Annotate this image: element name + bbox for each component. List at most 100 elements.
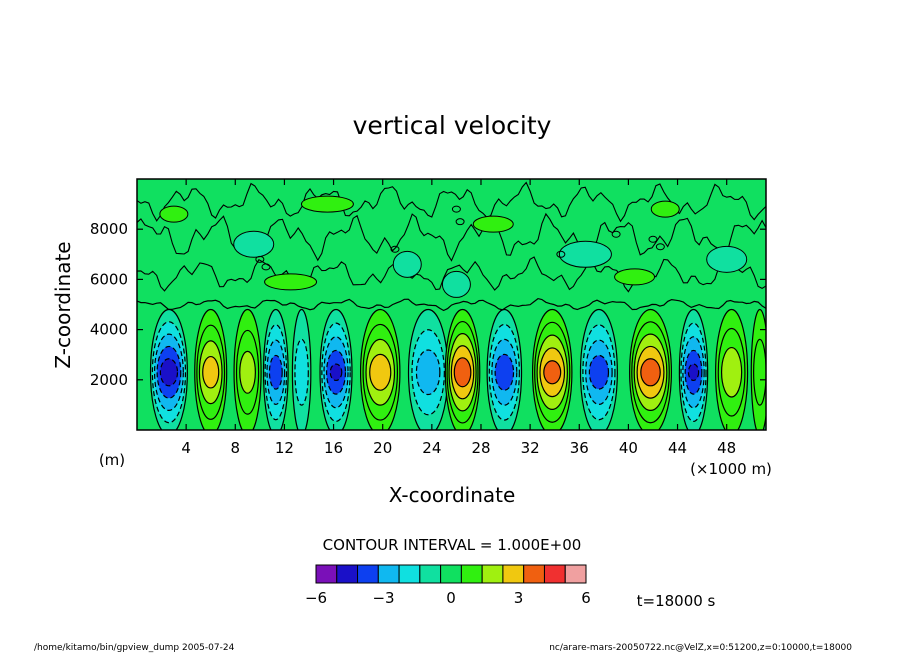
small-contour bbox=[556, 250, 566, 258]
small-contour bbox=[655, 243, 665, 251]
time-label: t=18000 s bbox=[637, 592, 716, 610]
x-tick-label: 32 bbox=[521, 439, 540, 457]
velocity-cell bbox=[715, 308, 749, 430]
x-tick-label: 24 bbox=[422, 439, 441, 457]
x-tick-label: 4 bbox=[181, 439, 191, 457]
colorbar-swatch bbox=[419, 564, 442, 584]
plot-area bbox=[137, 179, 766, 430]
velocity-cell bbox=[194, 308, 228, 430]
velocity-cell bbox=[291, 308, 312, 430]
velocity-cell bbox=[319, 308, 353, 430]
contour-band bbox=[687, 363, 700, 382]
x-tick-label: 36 bbox=[570, 439, 589, 457]
contour-interval-label: CONTOUR INTERVAL = 1.000E+00 bbox=[323, 536, 582, 554]
contour-band bbox=[720, 346, 743, 398]
velocity-cell bbox=[359, 308, 401, 430]
contour-band bbox=[588, 354, 610, 390]
contour-band bbox=[753, 338, 766, 406]
colorbar-swatch bbox=[377, 564, 400, 584]
velocity-cell bbox=[531, 308, 573, 430]
colorbar-tick-label: 6 bbox=[581, 589, 591, 607]
upper-contour-patch bbox=[392, 250, 422, 278]
x-axis-label: X-coordinate bbox=[389, 483, 516, 507]
contour-band bbox=[543, 360, 562, 385]
upper-contour-patch bbox=[233, 230, 275, 258]
y-axis: 2000 4000 6000 8000 bbox=[90, 220, 766, 389]
contour-band bbox=[329, 363, 343, 382]
contour-band bbox=[453, 357, 472, 388]
contour-band bbox=[494, 353, 515, 391]
contour-band bbox=[239, 350, 256, 394]
upper-contour-patch bbox=[650, 200, 680, 218]
small-contour bbox=[451, 205, 461, 213]
contour-band bbox=[202, 355, 220, 389]
y-tick-label: 6000 bbox=[90, 270, 128, 288]
colorbar-swatch bbox=[460, 564, 483, 584]
contour-line bbox=[137, 181, 766, 223]
contour-band bbox=[268, 354, 283, 390]
y-unit-label: (m) bbox=[99, 451, 125, 469]
small-contour bbox=[390, 245, 400, 253]
y-tick-label: 4000 bbox=[90, 321, 128, 339]
x-axis: 4 8 12 16 20 24 28 32 36 40 44 48 bbox=[181, 179, 736, 457]
x-tick-label: 28 bbox=[471, 439, 490, 457]
contour-band bbox=[294, 338, 309, 406]
colorbar-swatch bbox=[502, 564, 525, 584]
contour-line bbox=[137, 256, 766, 293]
x-tick-label: 40 bbox=[619, 439, 638, 457]
upper-contour-patch bbox=[706, 245, 748, 273]
velocity-cell bbox=[149, 308, 188, 430]
colorbar-swatch bbox=[357, 564, 379, 584]
velocity-cell bbox=[444, 308, 481, 430]
x-tick-label: 8 bbox=[231, 439, 241, 457]
velocity-cell bbox=[233, 308, 262, 430]
colorbar-swatch bbox=[440, 564, 462, 584]
small-contour bbox=[455, 218, 465, 226]
colorbar-swatch bbox=[336, 564, 359, 584]
velocity-cell bbox=[750, 308, 766, 430]
contour-band bbox=[415, 349, 441, 396]
colorbar-swatch bbox=[543, 564, 566, 584]
colorbar-swatch bbox=[398, 564, 421, 584]
y-tick-label: 2000 bbox=[90, 371, 128, 389]
y-axis-label: Z-coordinate bbox=[51, 241, 75, 368]
upper-contour-patch bbox=[614, 268, 656, 286]
velocity-cell bbox=[486, 308, 523, 430]
upper-contours bbox=[137, 181, 766, 312]
velocity-cell bbox=[579, 308, 618, 430]
footer-left: /home/kitamo/bin/gpview_dump 2005-07-24 bbox=[34, 643, 235, 653]
colorbar-swatch bbox=[564, 564, 587, 584]
small-contour bbox=[261, 263, 271, 271]
x-unit-label: (×1000 m) bbox=[690, 460, 772, 478]
x-tick-label: 20 bbox=[373, 439, 392, 457]
contour-band bbox=[159, 358, 179, 387]
small-contour bbox=[648, 235, 658, 243]
contour-band bbox=[640, 358, 661, 387]
velocity-cell bbox=[678, 308, 709, 430]
small-contour bbox=[255, 255, 265, 263]
colorbar-swatch bbox=[315, 564, 338, 584]
contour-line bbox=[137, 297, 766, 312]
colorbar-tick-label: 0 bbox=[446, 589, 456, 607]
colorbar-tick-label: 3 bbox=[514, 589, 524, 607]
x-tick-label: 12 bbox=[275, 439, 294, 457]
contour-band bbox=[369, 353, 392, 391]
upper-contour-patch bbox=[159, 205, 189, 223]
chart-title: vertical velocity bbox=[353, 111, 552, 140]
x-tick-label: 48 bbox=[717, 439, 736, 457]
velocity-cell bbox=[407, 308, 449, 430]
footer-right: nc/arare-mars-20050722.nc@VelZ,x=0:51200… bbox=[549, 643, 852, 653]
velocity-cells bbox=[149, 308, 766, 430]
velocity-cell bbox=[262, 308, 289, 430]
upper-contour-patch bbox=[300, 195, 354, 213]
colorbar: −6 −3 0 3 6 bbox=[305, 564, 591, 607]
x-tick-label: 44 bbox=[668, 439, 687, 457]
y-tick-label: 8000 bbox=[90, 220, 128, 238]
small-contour bbox=[611, 230, 621, 238]
upper-contour-patch bbox=[264, 273, 318, 291]
upper-contour-patch bbox=[558, 240, 612, 268]
colorbar-swatch bbox=[523, 564, 545, 584]
colorbar-swatch bbox=[481, 564, 504, 584]
plot-frame bbox=[136, 178, 767, 431]
